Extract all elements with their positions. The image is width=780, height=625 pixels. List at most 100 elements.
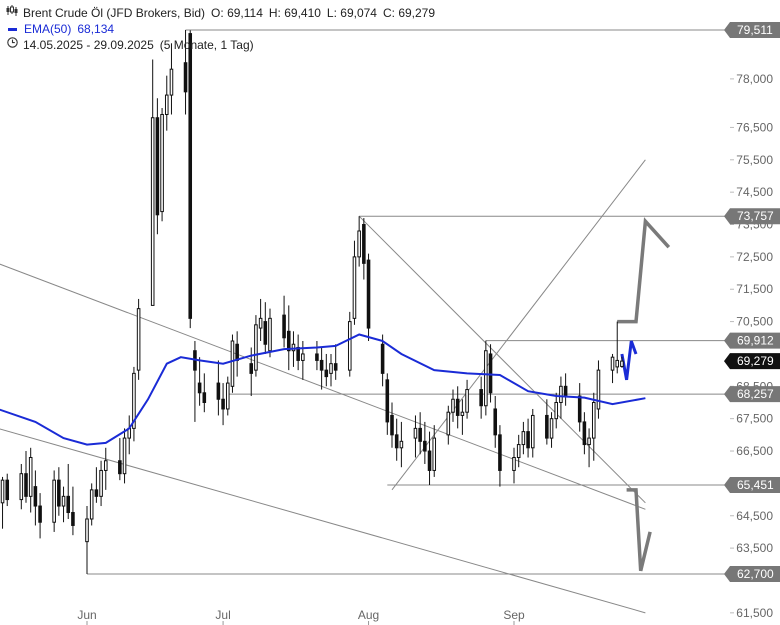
candle[interactable] <box>512 447 516 484</box>
candle[interactable] <box>301 341 305 380</box>
candle[interactable] <box>559 376 563 419</box>
candle[interactable] <box>202 373 207 413</box>
candle[interactable] <box>516 434 521 468</box>
candle[interactable] <box>394 418 399 461</box>
candle[interactable] <box>610 353 615 384</box>
candle[interactable] <box>385 373 390 435</box>
candle[interactable] <box>127 415 132 455</box>
candle[interactable] <box>52 470 56 532</box>
candle[interactable] <box>33 470 38 526</box>
candle[interactable] <box>380 334 385 387</box>
candle[interactable] <box>235 331 239 377</box>
candle[interactable] <box>446 405 451 445</box>
candle[interactable] <box>596 360 601 419</box>
candle[interactable] <box>183 30 188 115</box>
candle[interactable] <box>122 428 127 484</box>
candle[interactable] <box>89 483 94 526</box>
candle[interactable] <box>357 216 361 267</box>
candle[interactable] <box>563 373 568 406</box>
candle[interactable] <box>526 418 530 458</box>
candle[interactable] <box>465 379 469 419</box>
candle[interactable] <box>94 467 99 503</box>
candle[interactable] <box>329 353 333 387</box>
candle[interactable] <box>258 298 263 342</box>
candle[interactable] <box>221 383 225 426</box>
candle[interactable] <box>286 305 291 371</box>
candle[interactable] <box>577 383 582 432</box>
candle[interactable] <box>366 253 371 342</box>
candle[interactable] <box>66 463 71 519</box>
candle[interactable] <box>61 486 66 523</box>
candle[interactable] <box>193 341 197 422</box>
candle[interactable] <box>390 402 394 448</box>
candle[interactable] <box>493 396 498 448</box>
candle[interactable] <box>38 493 42 539</box>
candle[interactable] <box>347 311 352 377</box>
level-price-tag: 62,700 <box>724 566 780 582</box>
candle[interactable] <box>5 473 10 507</box>
candle[interactable] <box>530 408 535 458</box>
candle[interactable] <box>268 308 272 358</box>
candle[interactable] <box>99 460 103 507</box>
candle[interactable] <box>432 425 437 477</box>
candle[interactable] <box>498 425 502 487</box>
candle[interactable] <box>71 486 75 536</box>
candle[interactable] <box>587 428 591 468</box>
candle-body-up <box>521 431 526 446</box>
candle[interactable] <box>615 321 620 374</box>
candle[interactable] <box>296 334 300 371</box>
candle[interactable] <box>427 431 432 485</box>
candle[interactable] <box>85 506 89 574</box>
candle[interactable] <box>324 353 329 387</box>
candle[interactable] <box>103 447 108 490</box>
candle[interactable] <box>136 298 141 380</box>
candle[interactable] <box>399 421 404 468</box>
candle[interactable] <box>451 389 455 422</box>
candle[interactable] <box>488 344 493 403</box>
candle[interactable] <box>118 438 122 481</box>
candle[interactable] <box>57 467 61 516</box>
candle[interactable] <box>155 98 160 235</box>
candle[interactable] <box>160 108 164 222</box>
candle[interactable] <box>28 447 33 513</box>
candle[interactable] <box>521 421 526 455</box>
candle[interactable] <box>230 334 235 393</box>
candle[interactable] <box>169 43 174 115</box>
candle[interactable] <box>362 218 366 280</box>
candle[interactable] <box>315 341 319 371</box>
candle[interactable] <box>423 421 427 464</box>
candle[interactable] <box>132 366 136 442</box>
candle[interactable] <box>418 412 422 455</box>
candle[interactable] <box>188 30 193 329</box>
candle[interactable] <box>549 412 554 448</box>
candle[interactable] <box>197 357 202 406</box>
candle[interactable] <box>554 392 559 429</box>
candle[interactable] <box>413 415 418 458</box>
candle[interactable] <box>24 451 28 503</box>
candle[interactable] <box>164 75 169 131</box>
candle[interactable] <box>225 376 230 416</box>
candle[interactable] <box>545 399 549 445</box>
candle[interactable] <box>216 360 221 416</box>
candle[interactable] <box>479 376 483 419</box>
candle[interactable] <box>254 315 258 377</box>
candle[interactable] <box>19 463 24 510</box>
y-tick-label: 75,500 <box>736 153 773 167</box>
price-tag-box <box>724 566 780 582</box>
candle[interactable] <box>455 386 460 429</box>
candlesticks[interactable] <box>0 30 624 574</box>
candle[interactable] <box>263 302 268 354</box>
legend-ema-row: EMA(50) 68,134 <box>6 21 435 37</box>
candle[interactable] <box>591 392 596 461</box>
candle[interactable] <box>352 240 357 325</box>
candle[interactable] <box>282 295 286 348</box>
candle[interactable] <box>0 476 5 529</box>
candle[interactable] <box>150 59 155 306</box>
candle[interactable] <box>484 340 488 416</box>
candle[interactable] <box>620 356 624 368</box>
candle[interactable] <box>582 412 587 455</box>
candle[interactable] <box>319 347 324 390</box>
candle[interactable] <box>460 399 465 435</box>
candle[interactable] <box>333 344 338 380</box>
